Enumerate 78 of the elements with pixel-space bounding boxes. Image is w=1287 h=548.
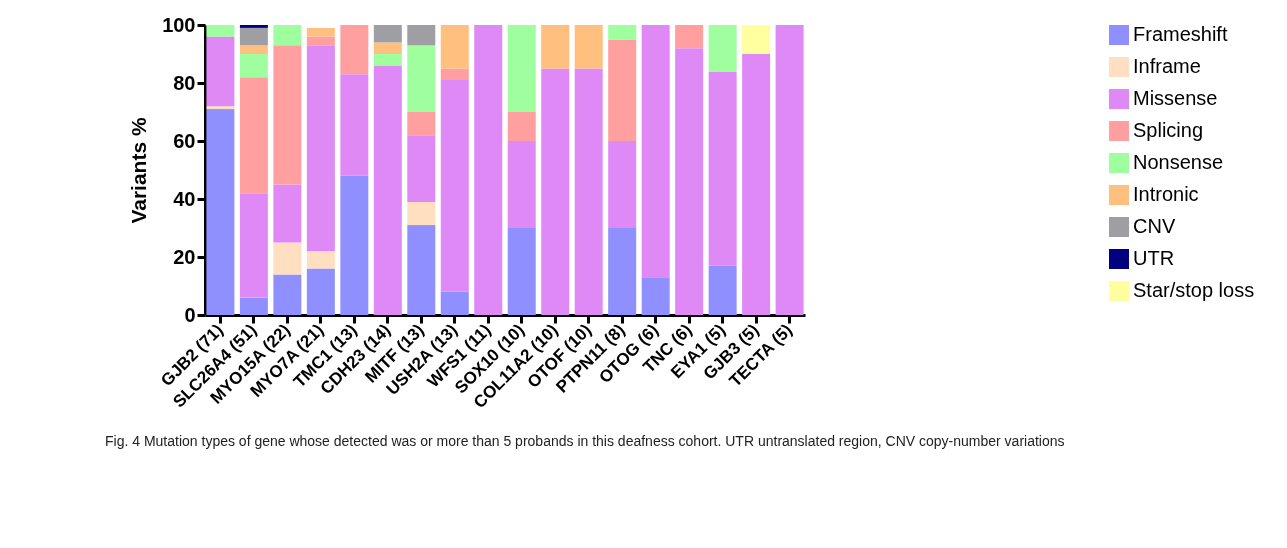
- y-tick-label: 40: [173, 187, 196, 210]
- bar: [407, 225, 436, 315]
- legend-label: Splicing: [1133, 119, 1204, 141]
- bar: [608, 141, 637, 228]
- bar: [440, 291, 469, 315]
- bar: [407, 201, 436, 226]
- bar: [474, 25, 503, 315]
- bar: [574, 25, 603, 69]
- bar: [440, 80, 469, 292]
- bar: [306, 268, 335, 315]
- bar: [306, 45, 335, 252]
- bar: [407, 112, 436, 136]
- bar: [541, 25, 570, 69]
- bar: [373, 42, 402, 54]
- bar: [507, 141, 536, 228]
- y-tick-label: 0: [184, 303, 196, 326]
- bar: [775, 25, 804, 315]
- bar: [541, 68, 570, 315]
- bar: [507, 228, 536, 315]
- bar: [239, 54, 268, 78]
- bar: [507, 25, 536, 112]
- bar: [239, 45, 268, 54]
- legend-label: UTR: [1133, 247, 1175, 269]
- bar: [708, 71, 737, 266]
- y-tick-label: 20: [173, 245, 196, 268]
- y-tick-label: 100: [162, 13, 196, 36]
- bar: [440, 68, 469, 81]
- bar: [373, 54, 402, 66]
- bar: [340, 74, 369, 176]
- bar: [641, 277, 670, 315]
- legend-label: Inframe: [1133, 55, 1201, 77]
- bar: [206, 106, 235, 110]
- bar: [608, 25, 637, 40]
- bar: [440, 25, 469, 69]
- bar: [306, 27, 335, 37]
- bar: [574, 68, 603, 315]
- bar: [675, 25, 704, 49]
- legend-label: Intronic: [1133, 183, 1199, 205]
- bar: [273, 242, 302, 275]
- bar: [206, 25, 235, 37]
- legend-label: Missense: [1133, 87, 1218, 109]
- bar: [239, 193, 268, 298]
- bar: [239, 77, 268, 194]
- bar: [608, 228, 637, 315]
- bar: [340, 25, 369, 75]
- bar: [608, 39, 637, 141]
- bar: [306, 36, 335, 46]
- bar: [306, 251, 335, 269]
- bar: [239, 27, 268, 46]
- bar: [675, 48, 704, 315]
- bar: [507, 112, 536, 141]
- bar: [407, 25, 436, 46]
- bar: [273, 45, 302, 185]
- legend-label: Frameshift: [1133, 23, 1228, 45]
- bar: [407, 135, 436, 202]
- legend-label: Nonsense: [1133, 151, 1224, 173]
- caption: Fig. 4 Mutation types of gene whose detected was or more than 5 probands in this deafness cohort. UTR untranslated region, CNV copy-number variations: [105, 433, 1065, 449]
- bar: [407, 45, 436, 112]
- bar: [641, 25, 670, 278]
- legend-label: Star/stop loss: [1133, 279, 1255, 301]
- y-tick-label: 60: [173, 129, 196, 152]
- bar: [742, 54, 771, 315]
- bar: [742, 25, 771, 54]
- bar: [273, 274, 302, 315]
- bar: [373, 65, 402, 315]
- legend-label: CNV: [1133, 215, 1176, 237]
- bar: [206, 36, 235, 107]
- y-axis-title: Variants %: [127, 117, 151, 224]
- bar: [273, 25, 302, 46]
- bar: [273, 184, 302, 243]
- bar: [708, 25, 737, 72]
- bar: [708, 265, 737, 315]
- bar: [239, 25, 268, 28]
- bar: [239, 297, 268, 315]
- y-tick-label: 80: [173, 71, 196, 94]
- bar: [340, 175, 369, 315]
- bar: [206, 109, 235, 315]
- bar: [373, 25, 402, 43]
